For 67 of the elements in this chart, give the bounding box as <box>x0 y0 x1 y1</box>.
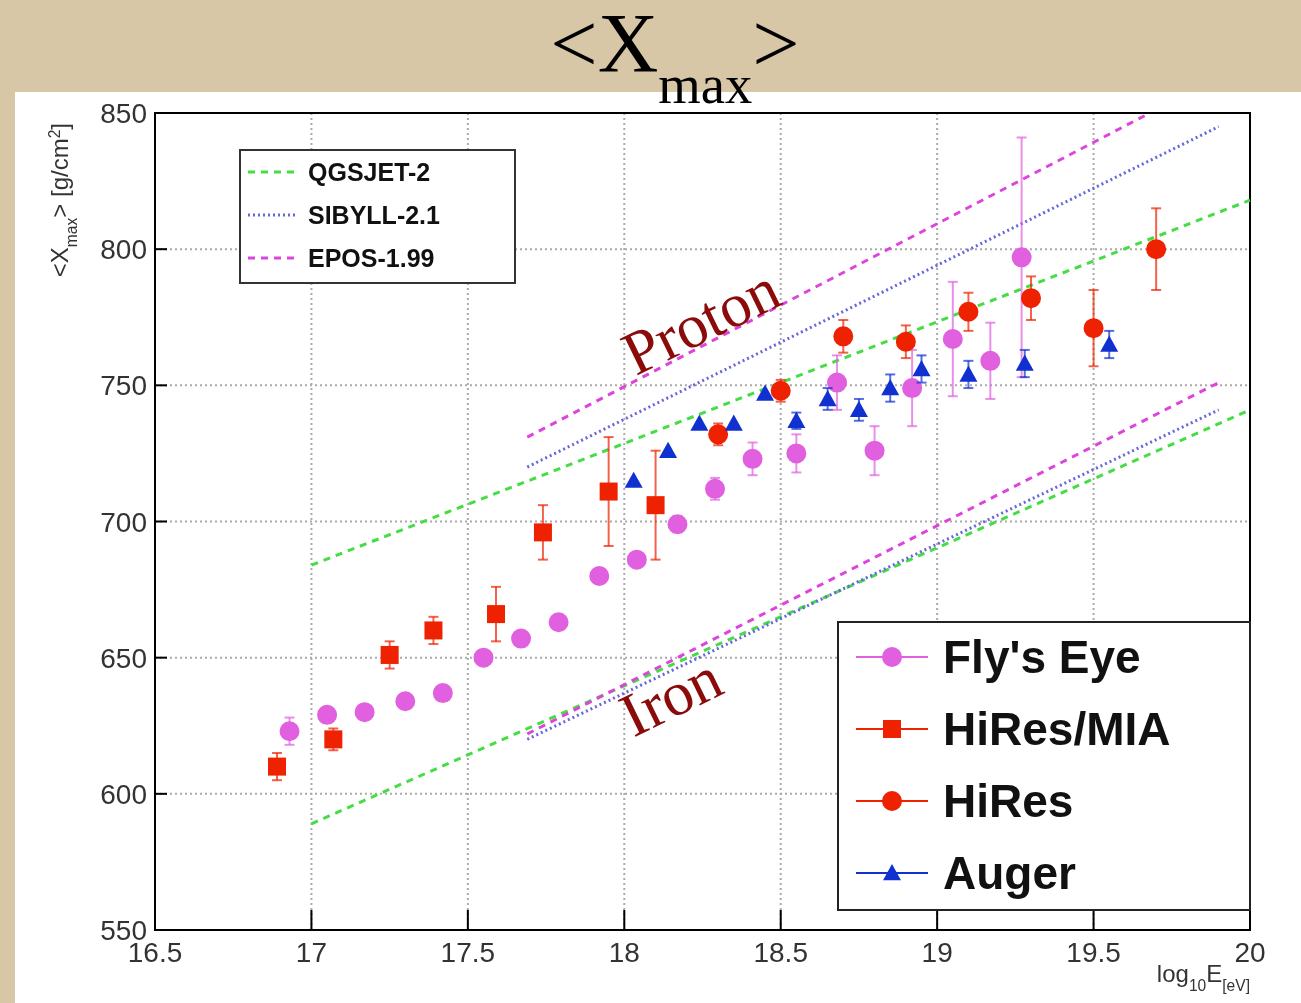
legend-label: QGSJET-2 <box>308 158 431 186</box>
y-tick-label: 600 <box>100 778 147 810</box>
x-tick-label: 19.5 <box>1066 937 1121 968</box>
point <box>279 721 300 742</box>
legend-label: EPOS-1.99 <box>308 244 435 272</box>
point <box>895 331 916 352</box>
x-tick-label: 18.5 <box>753 937 808 968</box>
point <box>980 350 1001 371</box>
point <box>864 440 885 461</box>
point <box>1146 239 1167 260</box>
y-tick-label: 700 <box>100 506 147 538</box>
y-tick-label: 650 <box>100 642 147 674</box>
x-tick-label: 19 <box>921 937 953 968</box>
annotation: Iron <box>609 642 733 750</box>
point <box>473 647 494 668</box>
point <box>268 757 287 776</box>
point <box>380 645 399 664</box>
legend-label: HiRes <box>943 775 1074 827</box>
annotation: Proton <box>611 254 791 388</box>
point <box>1021 288 1041 309</box>
point <box>432 683 453 704</box>
point <box>833 326 854 347</box>
y-tick-label: 800 <box>100 234 147 266</box>
point <box>317 704 338 725</box>
point <box>1011 247 1032 268</box>
point <box>958 301 979 322</box>
point <box>827 372 848 393</box>
point <box>548 612 569 633</box>
point <box>959 365 978 382</box>
y-tick-label: 750 <box>100 370 147 402</box>
chart-title: <X$_{max}$> <box>550 0 800 115</box>
x-tick-label: 17.5 <box>440 937 496 968</box>
point <box>942 329 963 350</box>
point <box>690 414 709 431</box>
point <box>646 496 665 515</box>
legend-label: Fly's Eye <box>943 631 1141 683</box>
point <box>1083 318 1104 339</box>
point <box>1100 335 1119 352</box>
point <box>818 389 837 407</box>
point <box>354 702 375 723</box>
point <box>659 441 678 458</box>
point <box>589 565 610 586</box>
point <box>786 443 807 464</box>
point <box>742 448 763 469</box>
point <box>533 523 552 542</box>
point <box>756 384 775 401</box>
point <box>424 621 443 640</box>
x-tick-label: 17 <box>295 937 328 968</box>
x-tick-label: 18 <box>608 937 640 968</box>
y-tick-label: 850 <box>100 98 147 129</box>
point <box>624 471 643 488</box>
point <box>487 605 506 624</box>
point <box>770 380 791 401</box>
point <box>599 482 618 501</box>
legend-label: Auger <box>943 847 1076 899</box>
point <box>395 691 416 712</box>
point <box>849 400 868 418</box>
point <box>902 378 923 399</box>
point <box>881 379 900 396</box>
point <box>511 628 532 649</box>
legend-label: SIBYLL-2.1 <box>308 201 441 229</box>
point <box>724 414 743 431</box>
x-tick-label: 20 <box>1234 937 1266 968</box>
legend-label: HiRes/MIA <box>943 703 1171 755</box>
point <box>912 359 931 377</box>
point <box>626 549 647 570</box>
point <box>1015 354 1034 371</box>
